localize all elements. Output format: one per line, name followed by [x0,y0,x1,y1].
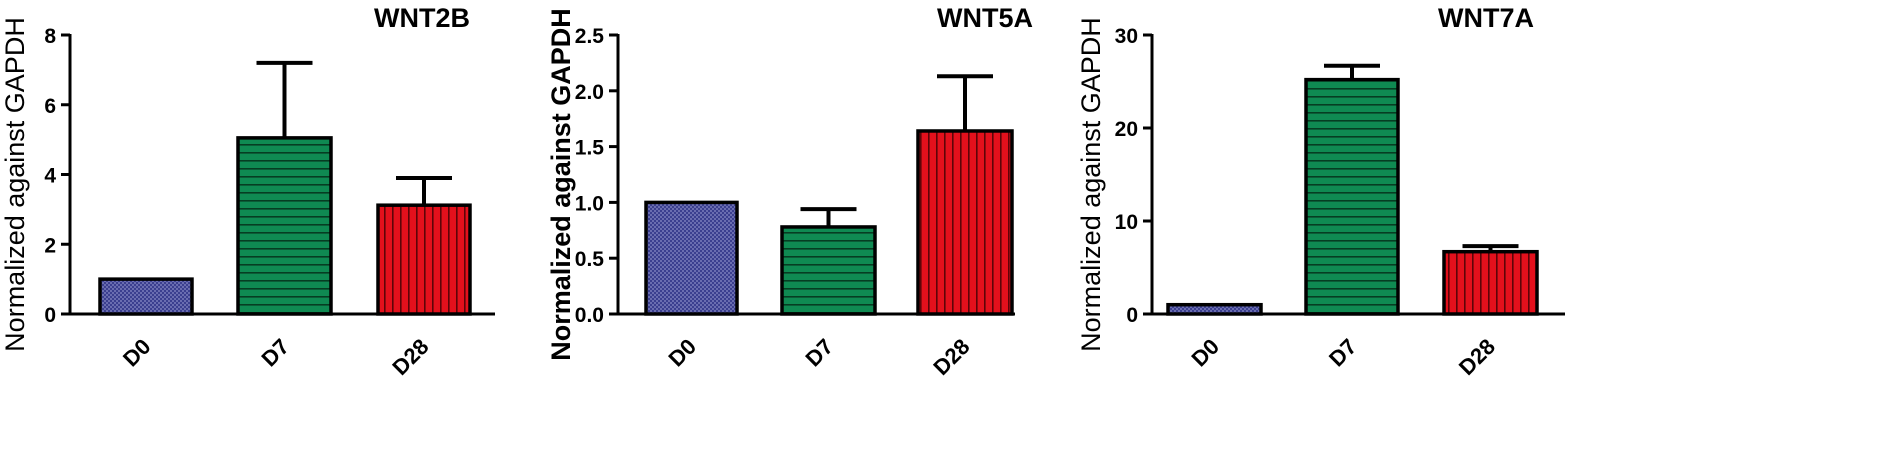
bar-d28 [376,203,472,316]
y-tick-label: 20 [1115,118,1138,141]
y-tick-label: 0.5 [575,248,605,271]
x-category-label: D0 [118,334,156,372]
y-tick-label: 2.5 [575,25,605,48]
y-tick-label: 2 [44,234,56,257]
y-tick-label: 4 [44,165,56,188]
y-tick-label: 1.0 [575,192,604,215]
bar-d28 [1442,249,1539,316]
x-category-label: D28 [928,334,974,380]
x-category-label: D28 [387,334,433,380]
x-category-label: D28 [1454,334,1500,380]
y-tick-label: 1.5 [575,137,605,160]
x-category-label: D0 [1186,334,1224,372]
x-category-label: D0 [663,334,701,372]
y-axis-title: Normalized against GAPDH [1076,17,1106,352]
y-axis-title: Normalized against GAPDH [0,17,30,352]
chart-panels: 0 2 4 6 8 Normalized against GAPDH WNT2B D0 D7 D2… [0,3,1565,380]
bar-d0 [98,277,194,316]
bar-d7 [1304,77,1400,316]
y-tick-label: 10 [1115,211,1138,234]
panel-title: WNT7A [1438,3,1534,33]
x-category-label: D7 [800,334,838,372]
x-category-label: D7 [1324,334,1362,372]
bar-d28 [916,129,1014,316]
y-tick-label: 8 [44,25,56,48]
panel-title: WNT2B [374,3,470,33]
y-tick-label: 30 [1115,25,1138,48]
y-tick-label: 0 [44,304,56,327]
y-axis-title: Normalized against GAPDH [546,8,576,361]
bar-d0 [644,200,739,316]
panel-title: WNT5A [937,3,1033,33]
y-tick-label: 0.0 [575,304,604,327]
y-tick-label: 0 [1126,304,1138,327]
chart-panel-wnt2b: 0 2 4 6 8 Normalized against GAPDH WNT2B D0 D7 D2… [0,3,495,380]
bar-d0 [1166,302,1263,316]
y-tick-label: 2.0 [575,81,604,104]
bar-d7 [236,136,333,316]
chart-panel-wnt7a: 0 10 20 30 Normalized against GAPDH WNT7A D0 D7… [1076,3,1565,380]
x-category-label: D7 [256,334,294,372]
bar-d7 [780,225,877,316]
y-tick-label: 6 [44,95,56,118]
